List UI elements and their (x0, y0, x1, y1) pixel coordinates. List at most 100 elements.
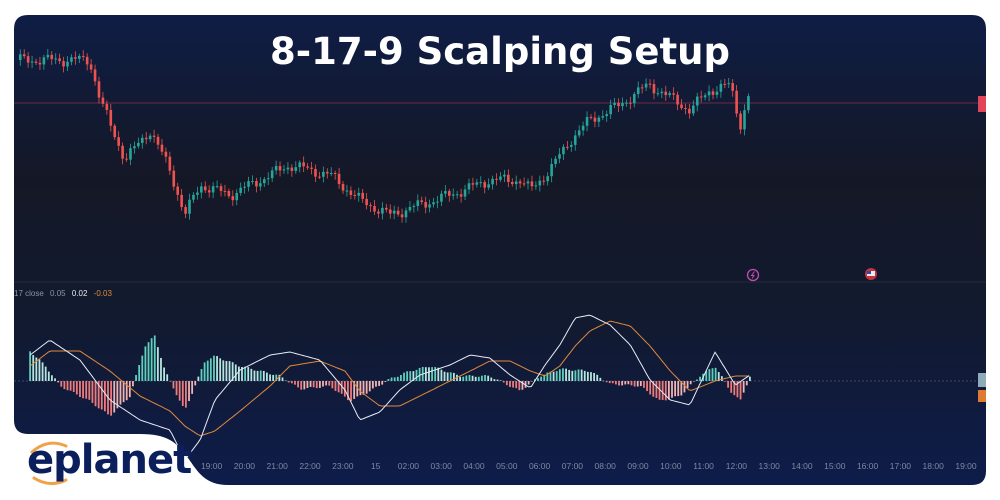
candle-body (176, 186, 180, 195)
candle-body (510, 181, 514, 185)
histogram-bar (674, 381, 677, 397)
histogram-bar (94, 381, 97, 407)
histogram-bar (178, 381, 181, 401)
histogram-bar (191, 381, 194, 394)
histogram-bar (387, 379, 390, 381)
candle-body (593, 117, 597, 122)
candle-body (314, 168, 317, 177)
histogram-bar (85, 381, 88, 399)
histogram-bar (705, 370, 708, 381)
candle-body (507, 174, 510, 182)
histogram-bar (509, 381, 511, 387)
histogram-bar (627, 381, 630, 385)
histogram-bar (621, 381, 624, 386)
candle-body (58, 58, 61, 62)
candle-body (408, 207, 412, 211)
candle-body (632, 93, 636, 104)
candle-body (270, 170, 274, 179)
histogram-bar (590, 372, 592, 381)
histogram-bar (63, 381, 66, 390)
candle-body (699, 96, 703, 98)
histogram-bar (185, 381, 187, 408)
histogram-bar (599, 377, 602, 381)
histogram-bar (462, 376, 465, 381)
histogram-bar (203, 362, 206, 381)
time-tick-label: 12:00 (726, 461, 748, 471)
histogram-bar (661, 381, 664, 401)
macd-line (29, 314, 750, 461)
histogram-bar (490, 377, 493, 381)
candle-body (156, 136, 160, 145)
candle-body (621, 103, 624, 107)
histogram-bar (244, 366, 247, 381)
histogram-bar (580, 369, 583, 381)
histogram-bar (122, 381, 125, 403)
histogram-bar (322, 381, 324, 387)
histogram-bar (138, 365, 141, 381)
histogram-bar (646, 381, 648, 392)
histogram-bar (686, 381, 689, 389)
histogram-bar (303, 381, 306, 390)
histogram-bar (400, 374, 402, 381)
candle-body (562, 146, 565, 155)
time-tick-label: 18:00 (923, 461, 945, 471)
candle-body (125, 158, 128, 160)
candle-body (416, 200, 420, 207)
histogram-bar (512, 381, 514, 388)
candle-body (392, 210, 396, 214)
histogram-bar (169, 380, 172, 382)
histogram-bar (403, 372, 405, 381)
candle-body (558, 154, 561, 159)
candle-body (361, 192, 364, 199)
histogram-bar (278, 374, 281, 381)
candle-body (192, 194, 195, 200)
histogram-bar (527, 381, 530, 385)
candle-body (341, 184, 345, 191)
histogram-bar (281, 377, 284, 381)
histogram-bar (206, 360, 209, 381)
histogram-bar (540, 376, 543, 381)
histogram-bar (266, 372, 268, 381)
lightning-circle-icon[interactable] (746, 268, 760, 282)
histogram-bar (521, 381, 524, 390)
candle-body (475, 182, 479, 185)
us-flag-icon[interactable] (865, 268, 877, 280)
candle-body (385, 207, 388, 210)
candle-body (294, 167, 298, 171)
histogram-bar (409, 371, 412, 381)
histogram-bar (418, 367, 421, 381)
histogram-bar (54, 378, 56, 381)
histogram-bar (38, 359, 41, 381)
histogram-bar (272, 374, 275, 381)
histogram-bar (250, 368, 253, 381)
histogram-bar (633, 381, 636, 387)
candle-body (333, 172, 337, 174)
histogram-bar (680, 381, 683, 396)
candle-body (247, 181, 250, 187)
histogram-bar (502, 381, 505, 383)
candle-body (30, 61, 34, 63)
histogram-bar (717, 372, 720, 381)
histogram-bar (586, 371, 589, 381)
candle-body (424, 202, 427, 208)
histogram-bar (325, 381, 328, 386)
histogram-bar (505, 381, 508, 386)
candle-body (70, 57, 73, 62)
histogram-bar (739, 381, 742, 400)
histogram-bar (639, 381, 642, 387)
histogram-bar (530, 381, 533, 382)
histogram-bar (315, 381, 318, 389)
histogram-bar (459, 376, 462, 381)
candle-body (625, 102, 628, 104)
candle-body (298, 162, 302, 168)
histogram-bar (658, 381, 661, 400)
histogram-bar (262, 370, 265, 381)
page-title: 8-17-9 Scalping Setup (270, 30, 730, 73)
histogram-bar (652, 381, 655, 397)
histogram-bar (524, 381, 527, 388)
candle-body (455, 194, 459, 196)
candle-body (447, 191, 451, 196)
histogram-bar (655, 381, 658, 399)
candle-body (554, 158, 557, 165)
candle-body (259, 183, 262, 187)
